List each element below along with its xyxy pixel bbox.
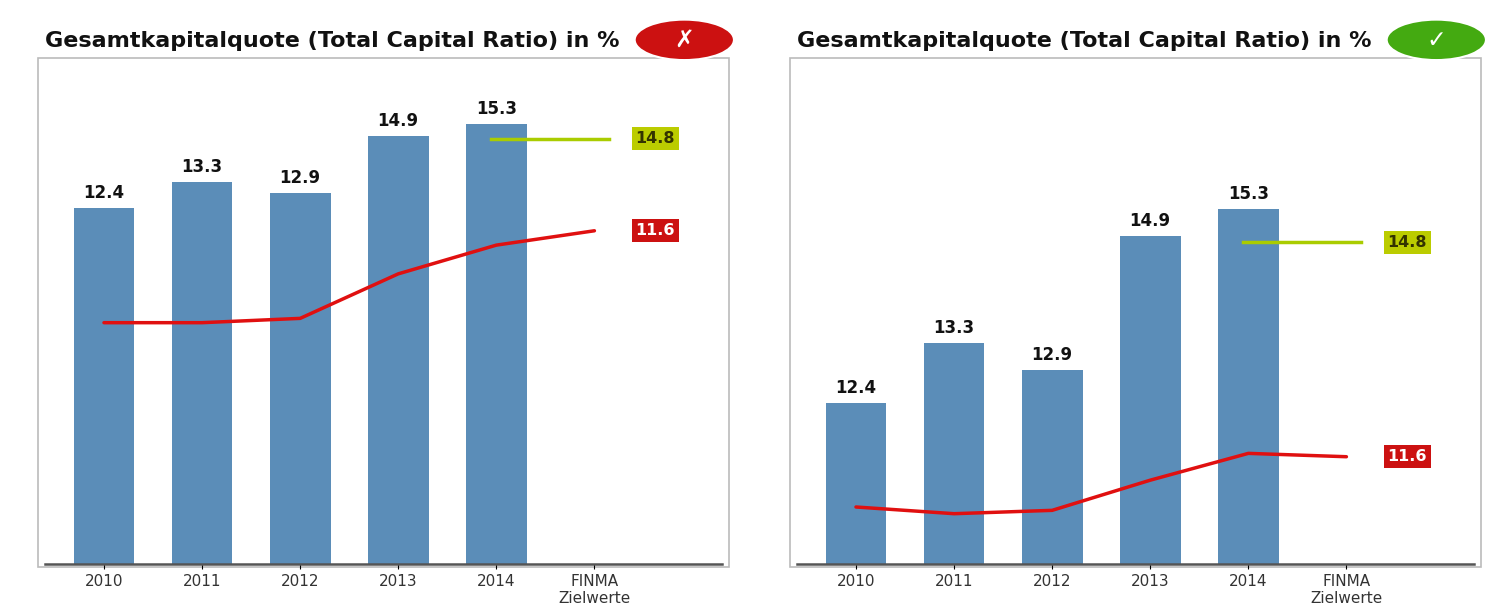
Text: 13.3: 13.3 bbox=[182, 158, 223, 176]
Text: Gesamtkapitalquote (Total Capital Ratio) in %: Gesamtkapitalquote (Total Capital Ratio)… bbox=[797, 31, 1372, 51]
Text: 14.9: 14.9 bbox=[378, 112, 418, 130]
Bar bbox=[1218, 209, 1278, 564]
Text: 15.3: 15.3 bbox=[475, 101, 517, 118]
Bar bbox=[74, 208, 134, 564]
Bar bbox=[1120, 235, 1181, 564]
Text: Gesamtkapitalquote (Total Capital Ratio) in %: Gesamtkapitalquote (Total Capital Ratio)… bbox=[45, 31, 620, 51]
Text: 14.8: 14.8 bbox=[636, 131, 675, 147]
Text: 14.8: 14.8 bbox=[1388, 235, 1427, 249]
Bar bbox=[368, 136, 429, 564]
Bar bbox=[826, 403, 886, 564]
Bar bbox=[1021, 370, 1083, 564]
Bar bbox=[923, 343, 985, 564]
Text: 15.3: 15.3 bbox=[1227, 185, 1269, 203]
Text: 12.4: 12.4 bbox=[835, 379, 877, 397]
Text: 13.3: 13.3 bbox=[934, 319, 975, 337]
Text: 11.6: 11.6 bbox=[1388, 449, 1427, 464]
Text: 14.9: 14.9 bbox=[1130, 211, 1170, 229]
Text: 11.6: 11.6 bbox=[636, 223, 675, 238]
Bar bbox=[269, 194, 331, 564]
Text: 12.9: 12.9 bbox=[1032, 346, 1072, 364]
Text: ✗: ✗ bbox=[674, 28, 695, 52]
Text: 12.9: 12.9 bbox=[280, 169, 320, 188]
Bar bbox=[466, 124, 526, 564]
Bar bbox=[171, 182, 233, 564]
Text: 12.4: 12.4 bbox=[83, 184, 125, 202]
Text: ✓: ✓ bbox=[1426, 28, 1447, 52]
